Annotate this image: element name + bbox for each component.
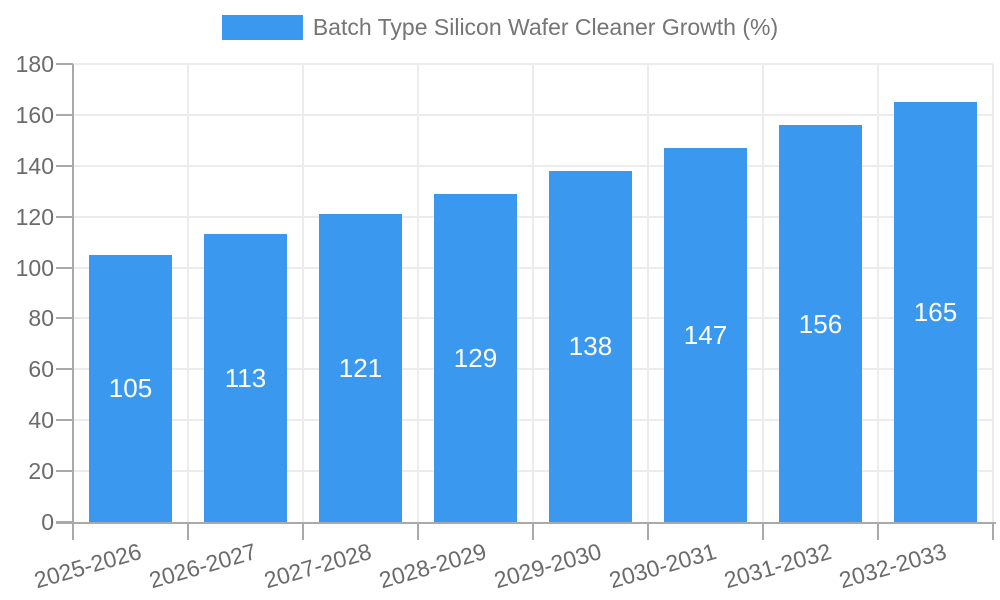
bar-value-label: 165 [913,297,958,328]
y-tick [56,470,73,473]
legend-label: Batch Type Silicon Wafer Cleaner Growth … [312,14,779,40]
y-tick-label: 40 [28,407,54,434]
y-tick [56,215,73,218]
bar-value-label: 121 [338,353,383,384]
chart-legend: Batch Type Silicon Wafer Cleaner Growth … [0,14,1000,41]
y-tick-label: 180 [15,51,54,77]
x-tick [532,522,534,540]
x-gridline [647,64,649,522]
bar[interactable] [894,102,977,522]
x-gridline [302,64,304,522]
y-tick [56,419,73,422]
y-tick [56,113,73,116]
x-gridline [877,64,879,522]
y-axis-line [72,64,74,540]
y-tick-label: 0 [41,509,54,535]
y-tick [56,368,73,371]
bar-value-label: 156 [798,308,843,339]
bar-value-label: 129 [453,342,498,373]
y-tick [56,63,73,65]
x-gridline [992,64,994,522]
bar-value-label: 105 [108,373,153,404]
x-tick [72,522,74,540]
x-tick [647,522,649,540]
x-tick [877,522,879,540]
bar-value-label: 147 [683,319,728,350]
y-tick [56,164,73,167]
x-tick [417,522,419,540]
x-tick [187,522,189,540]
legend-swatch-icon [221,15,303,40]
bar-value-label: 113 [224,363,267,394]
bar[interactable] [549,170,632,522]
bar-value-label: 138 [568,331,613,362]
y-tick [56,317,73,320]
x-gridline [532,64,534,522]
x-tick [992,522,994,540]
plot-area: 105 113 121 129 138 147 156 165 [73,63,994,522]
x-gridline [187,64,189,522]
x-gridline [417,64,419,522]
bar[interactable] [664,147,747,522]
y-tick-label: 60 [28,356,54,383]
y-tick-label: 20 [28,458,54,485]
y-tick-label: 120 [15,203,54,230]
bar[interactable] [779,125,862,522]
legend-item[interactable]: Batch Type Silicon Wafer Cleaner Growth … [221,14,779,41]
y-tick-label: 140 [15,152,54,179]
y-tick-label: 80 [28,305,54,332]
x-tick [302,522,304,540]
x-tick [762,522,764,540]
bar[interactable] [434,193,517,522]
y-tick [56,266,73,269]
bar[interactable] [204,234,287,522]
bar[interactable] [319,214,402,522]
x-gridline [762,64,764,522]
y-tick-label: 160 [15,101,54,128]
y-tick-label: 100 [15,254,54,281]
bar[interactable] [89,254,172,522]
x-axis-line [56,522,996,524]
